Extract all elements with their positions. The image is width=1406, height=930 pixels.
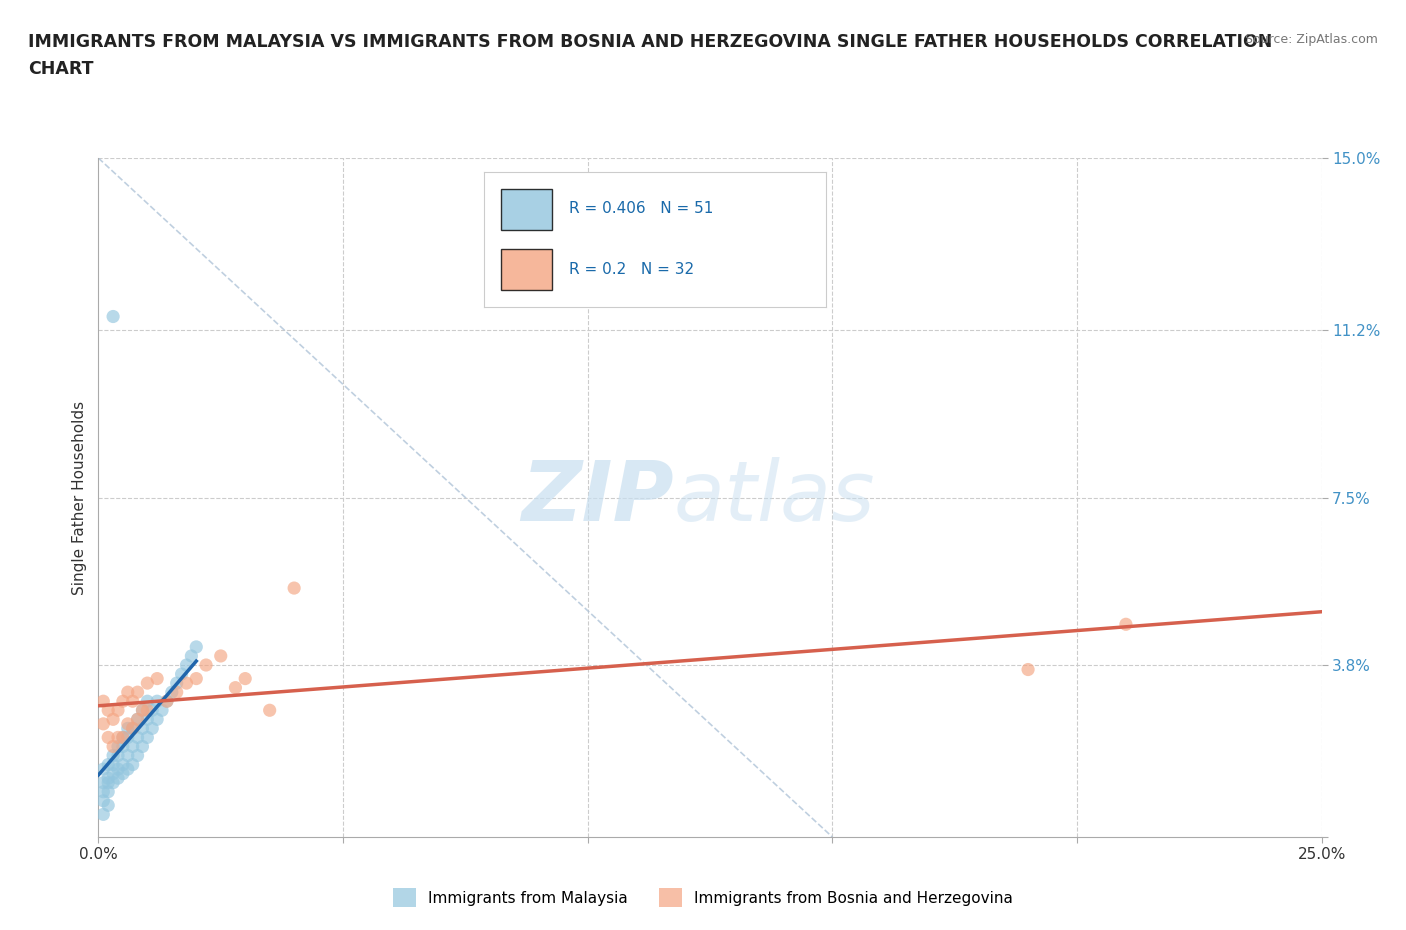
- Point: [91, 762, 114, 777]
- Point: [111, 757, 134, 772]
- Point: [91, 807, 114, 822]
- Point: [127, 748, 149, 763]
- Point: [101, 739, 124, 754]
- Point: [117, 762, 139, 777]
- Point: [283, 580, 305, 595]
- Point: [127, 711, 149, 726]
- Point: [170, 667, 193, 682]
- Text: atlas: atlas: [673, 457, 875, 538]
- Point: [166, 676, 188, 691]
- Point: [127, 730, 149, 745]
- Point: [136, 730, 159, 745]
- Point: [97, 703, 120, 718]
- Point: [111, 739, 134, 754]
- Point: [121, 721, 143, 736]
- Point: [117, 684, 139, 699]
- Point: [121, 721, 143, 736]
- Point: [111, 730, 134, 745]
- Point: [180, 648, 202, 663]
- Point: [101, 748, 124, 763]
- Point: [136, 694, 159, 709]
- Point: [101, 309, 124, 324]
- Point: [111, 766, 134, 781]
- Point: [117, 748, 139, 763]
- Point: [117, 721, 139, 736]
- Point: [195, 658, 218, 672]
- Point: [150, 703, 173, 718]
- Point: [121, 694, 143, 709]
- Point: [146, 671, 169, 686]
- Point: [141, 721, 163, 736]
- Point: [117, 716, 139, 731]
- Point: [156, 694, 179, 709]
- Point: [107, 703, 129, 718]
- Text: Source: ZipAtlas.com: Source: ZipAtlas.com: [1244, 33, 1378, 46]
- Text: ZIP: ZIP: [520, 457, 673, 538]
- Point: [97, 776, 120, 790]
- Point: [176, 676, 198, 691]
- Point: [97, 730, 120, 745]
- Point: [224, 680, 246, 695]
- Point: [156, 694, 179, 709]
- Point: [146, 694, 169, 709]
- Point: [176, 658, 198, 672]
- Point: [91, 784, 114, 799]
- Point: [136, 676, 159, 691]
- Point: [121, 739, 143, 754]
- Point: [101, 766, 124, 781]
- Point: [131, 721, 153, 736]
- Point: [1017, 662, 1039, 677]
- Point: [111, 694, 134, 709]
- Text: IMMIGRANTS FROM MALAYSIA VS IMMIGRANTS FROM BOSNIA AND HERZEGOVINA SINGLE FATHER: IMMIGRANTS FROM MALAYSIA VS IMMIGRANTS F…: [28, 33, 1272, 50]
- Point: [209, 648, 232, 663]
- Point: [97, 771, 120, 786]
- Y-axis label: Single Father Households: Single Father Households: [72, 401, 87, 594]
- Point: [131, 739, 153, 754]
- Point: [91, 793, 114, 808]
- Point: [131, 703, 153, 718]
- Point: [97, 784, 120, 799]
- Point: [160, 684, 183, 699]
- Point: [136, 703, 159, 718]
- Legend: Immigrants from Malaysia, Immigrants from Bosnia and Herzegovina: Immigrants from Malaysia, Immigrants fro…: [387, 883, 1019, 913]
- Point: [91, 776, 114, 790]
- Point: [111, 730, 134, 745]
- Text: CHART: CHART: [28, 60, 94, 78]
- Point: [107, 748, 129, 763]
- Point: [107, 730, 129, 745]
- Point: [146, 711, 169, 726]
- Point: [121, 757, 143, 772]
- Point: [101, 776, 124, 790]
- Point: [127, 711, 149, 726]
- Point: [141, 703, 163, 718]
- Point: [91, 694, 114, 709]
- Point: [186, 671, 208, 686]
- Point: [91, 716, 114, 731]
- Point: [97, 798, 120, 813]
- Point: [127, 684, 149, 699]
- Point: [97, 757, 120, 772]
- Point: [107, 739, 129, 754]
- Point: [259, 703, 281, 718]
- Point: [107, 762, 129, 777]
- Point: [186, 640, 208, 655]
- Point: [136, 711, 159, 726]
- Point: [107, 771, 129, 786]
- Point: [166, 684, 188, 699]
- Point: [117, 730, 139, 745]
- Point: [131, 703, 153, 718]
- Point: [233, 671, 256, 686]
- Point: [1115, 617, 1137, 631]
- Point: [101, 757, 124, 772]
- Point: [101, 711, 124, 726]
